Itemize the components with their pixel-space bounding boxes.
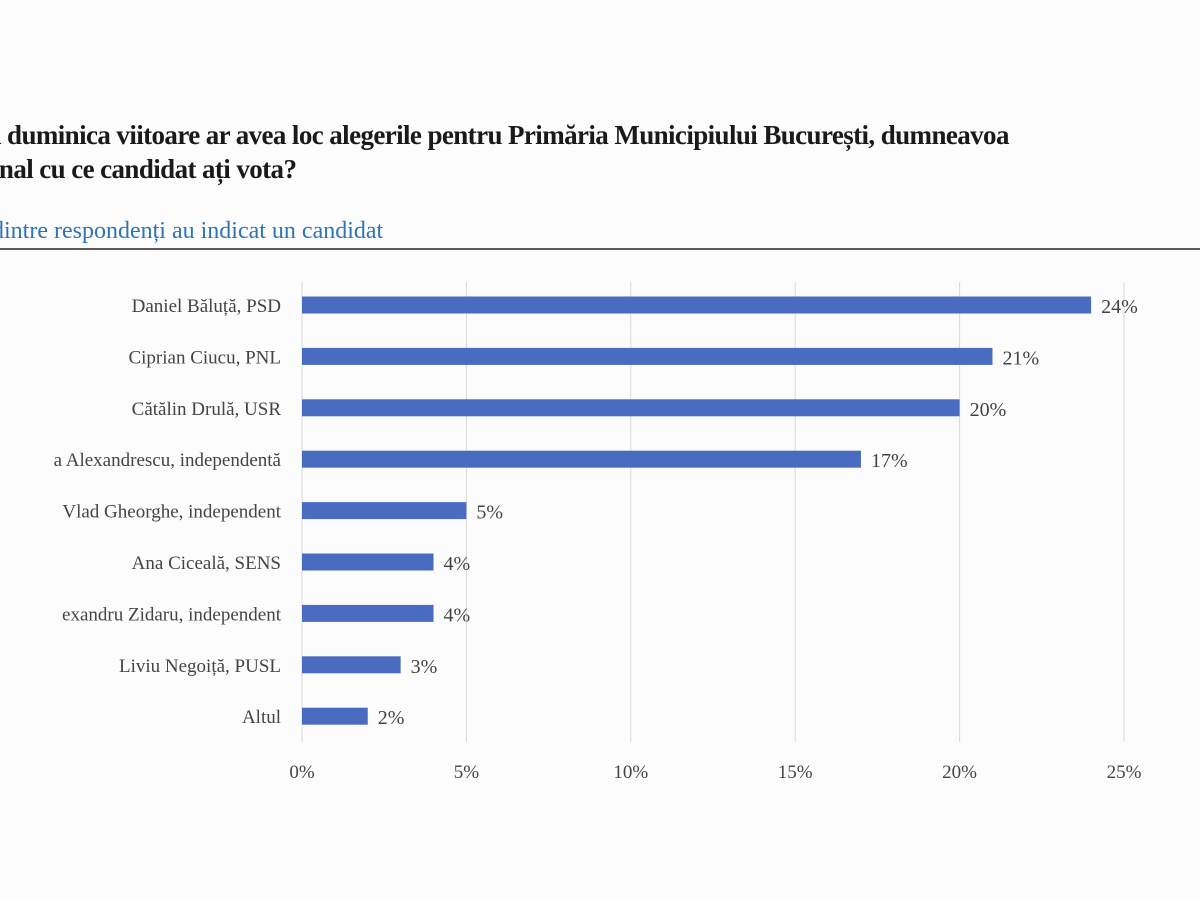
value-label: 2% [378, 707, 405, 729]
bar [302, 502, 467, 520]
question-title-line-1: ă duminica viitoare ar avea loc alegeril… [0, 120, 1009, 150]
bar [302, 450, 861, 468]
bar [302, 399, 960, 417]
value-label: 21% [1002, 347, 1039, 369]
category-label: exandru Zidaru, independent [62, 604, 282, 625]
question-title-line-2: onal cu ce candidat ați vota? [0, 154, 297, 184]
value-label: 20% [970, 399, 1007, 421]
bar [302, 707, 368, 725]
category-label: Daniel Băluță, PSD [132, 296, 281, 317]
x-tick-label: 10% [613, 762, 648, 783]
category-label: Liviu Negoiță, PUSL [119, 656, 281, 677]
bar [302, 604, 434, 622]
value-label: 17% [871, 450, 908, 472]
value-label: 5% [476, 502, 503, 524]
x-tick-label: 25% [1107, 762, 1142, 783]
chart-subtitle: dintre respondenți au indicat un candida… [0, 218, 384, 244]
value-label: 4% [444, 553, 471, 575]
x-tick-label: 0% [289, 762, 315, 783]
bar [302, 347, 993, 365]
x-tick-label: 20% [942, 762, 977, 783]
category-label: Ciprian Ciucu, PNL [128, 347, 281, 368]
category-label: Vlad Gheorghe, independent [62, 502, 281, 523]
value-label: 4% [444, 604, 471, 626]
bar [302, 553, 434, 571]
x-tick-label: 5% [454, 762, 480, 783]
category-label: Cătălin Drulă, USR [132, 399, 282, 420]
header-divider [0, 248, 1200, 250]
category-label: a Alexandrescu, independentă [54, 450, 282, 471]
value-label: 3% [411, 656, 438, 678]
bar [302, 656, 401, 674]
value-label: 24% [1101, 296, 1138, 318]
bar [302, 296, 1092, 314]
category-label: Ana Ciceală, SENS [132, 553, 281, 574]
x-tick-label: 15% [778, 762, 813, 783]
category-label: Altul [242, 707, 281, 728]
